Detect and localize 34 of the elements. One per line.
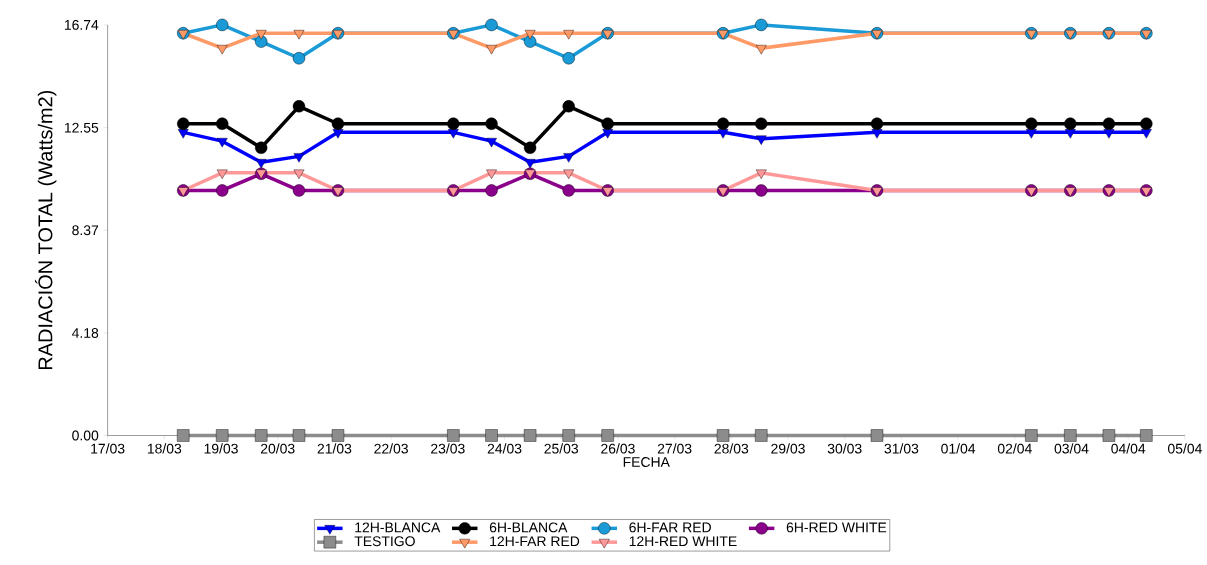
y-tick-label: 16.74 xyxy=(64,19,99,30)
x-tick-label: 02/04 xyxy=(997,443,1032,454)
x-tick-label: 01/04 xyxy=(941,443,976,454)
x-tick-label: 25/03 xyxy=(544,443,579,454)
y-tick-label: 0.00 xyxy=(72,430,99,441)
x-tick-label: 03/04 xyxy=(1054,443,1089,454)
x-tick-label: 17/03 xyxy=(91,443,125,454)
x-axis-title: FECHA xyxy=(623,457,670,467)
legend-label: 6H-FAR RED xyxy=(629,522,711,533)
x-tick-label: 22/03 xyxy=(374,443,408,454)
y-axis-title: RADIACIÓN TOTAL (Watts/m2) xyxy=(34,90,57,370)
legend-label: 12H-FAR RED xyxy=(490,536,580,546)
x-tick-label: 29/03 xyxy=(771,443,805,454)
x-tick-label: 26/03 xyxy=(601,443,635,454)
x-tick-label: 05/04 xyxy=(1168,443,1202,454)
x-tick-label: 27/03 xyxy=(657,443,692,454)
x-tick-label: 20/03 xyxy=(260,443,295,454)
x-tick-label: 31/03 xyxy=(884,443,919,454)
x-tick-label: 28/03 xyxy=(714,443,749,454)
x-tick-label: 23/03 xyxy=(431,443,465,454)
y-tick-label: 12.55 xyxy=(64,122,99,133)
x-tick-label: 19/03 xyxy=(204,443,238,454)
legend-label: 6H-BLANCA xyxy=(489,522,568,533)
legend-label: 12H-RED WHITE xyxy=(629,536,737,546)
x-tick-label: 18/03 xyxy=(147,443,182,454)
y-tick-label: 4.18 xyxy=(71,328,99,338)
legend-label: 12H-BLANCA xyxy=(355,522,441,533)
x-tick-label: 24/03 xyxy=(487,443,522,454)
y-tick-label: 8.37 xyxy=(72,225,99,236)
x-tick-label: 21/03 xyxy=(317,443,352,454)
x-tick-label: 04/04 xyxy=(1111,443,1146,454)
legend-label: 6H-RED WHITE xyxy=(786,522,887,533)
legend-label: TESTIGO xyxy=(354,536,415,547)
x-tick-label: 30/03 xyxy=(827,443,862,454)
